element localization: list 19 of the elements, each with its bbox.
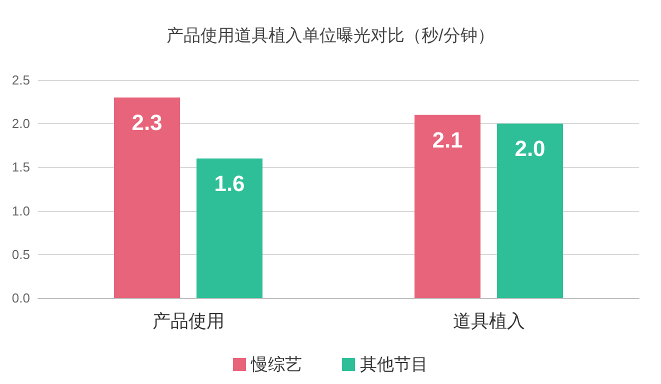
y-tick-label: 1.5 (12, 160, 30, 175)
data-label: 2.0 (514, 136, 546, 162)
x-tick-label: 道具植入 (452, 311, 525, 331)
data-label: 2.3 (132, 110, 162, 135)
legend-label: 慢综艺 (250, 355, 302, 374)
bar (114, 97, 180, 298)
data-label: 2.1 (432, 127, 463, 152)
legend-label: 其他节目 (360, 355, 428, 374)
bar (497, 124, 563, 298)
bar (196, 158, 262, 298)
chart-title: 产品使用道具植入单位曝光对比（秒/分钟） (166, 26, 494, 45)
data-label: 1.6 (214, 170, 245, 196)
y-tick-label: 2.5 (12, 72, 30, 88)
y-tick-label: 0.0 (12, 290, 30, 306)
y-tick-label: 2.0 (12, 116, 30, 132)
y-tick-label: 0.5 (12, 246, 30, 262)
x-tick-label: 产品使用 (152, 311, 224, 331)
bar (414, 114, 480, 298)
y-tick-label: 1.0 (12, 203, 30, 218)
